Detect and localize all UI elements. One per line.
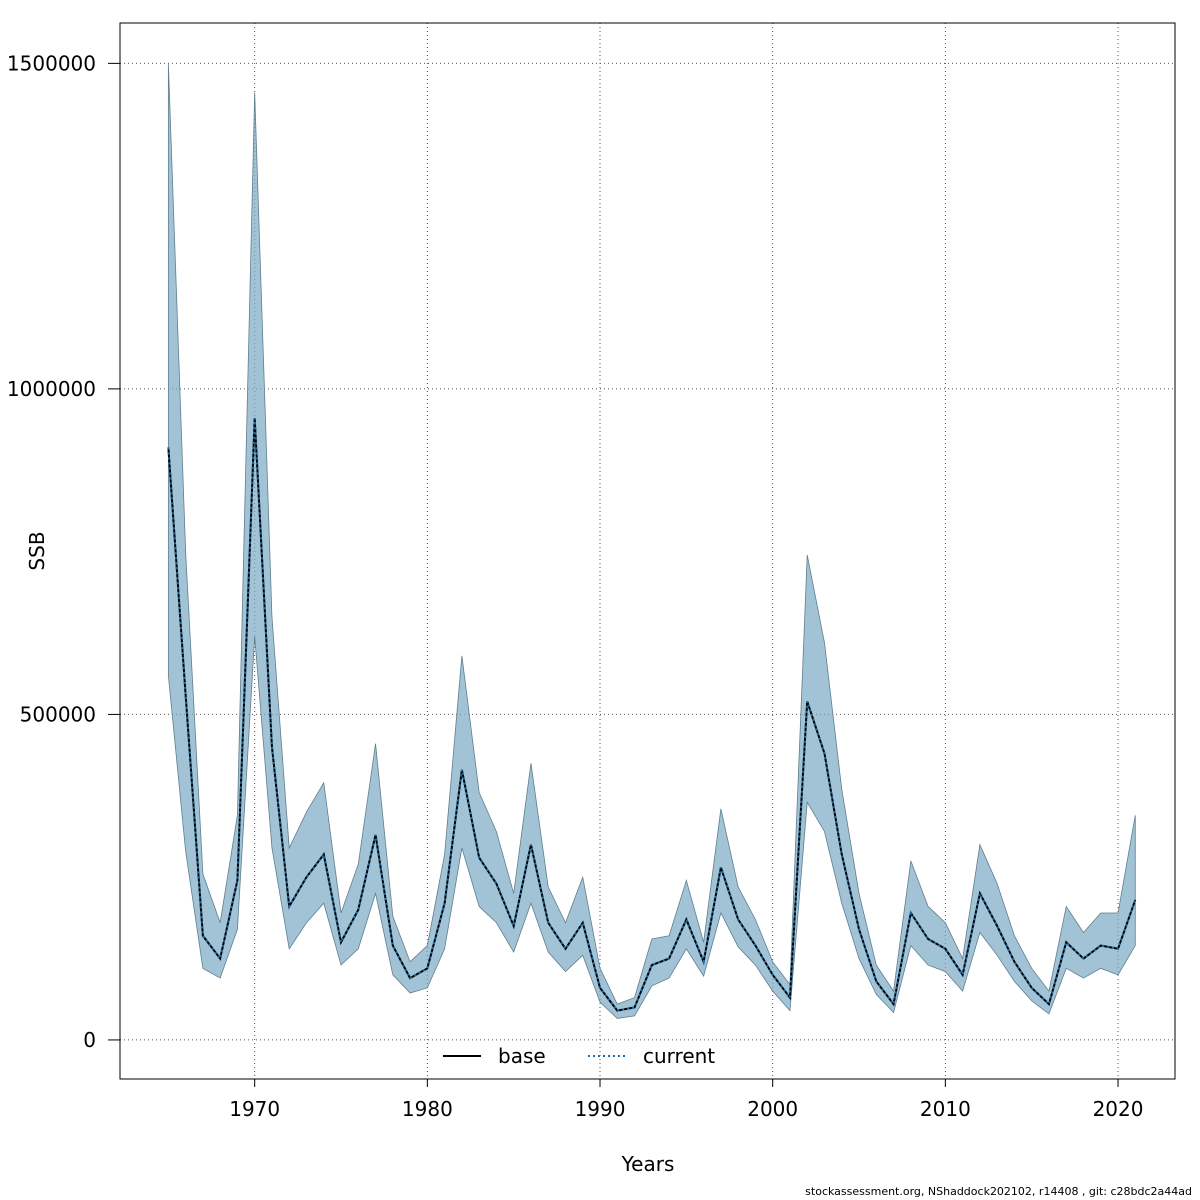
y-tick-label: 0 (83, 1028, 96, 1052)
confidence-band (167, 63, 1136, 1019)
confidence-band-area (167, 63, 1136, 1019)
y-axis-title: SSB (25, 531, 49, 570)
legend-label-base: base (498, 1044, 546, 1068)
y-axis: 0 500000 1000000 1500000 (7, 51, 120, 1052)
x-tick-label: 2000 (747, 1097, 798, 1121)
x-axis-title: Years (621, 1152, 675, 1176)
y-tick-label: 1000000 (7, 377, 96, 401)
series-line-base (167, 418, 1137, 1012)
series-lines (167, 418, 1137, 1012)
legend: base current (443, 1044, 715, 1068)
legend-label-current: current (643, 1044, 715, 1068)
x-tick-label: 2020 (1093, 1097, 1144, 1121)
x-tick-label: 2010 (920, 1097, 971, 1121)
x-tick-label: 1970 (229, 1097, 280, 1121)
x-axis: 1970 1980 1990 2000 2010 2020 (229, 1079, 1143, 1121)
x-tick-label: 1980 (402, 1097, 453, 1121)
plot-frame (119, 22, 1176, 1080)
footer-credit: stockassessment.org, NShaddock202102, r1… (805, 1185, 1192, 1198)
y-tick-label: 500000 (20, 702, 96, 726)
y-tick-label: 1500000 (7, 51, 96, 75)
x-tick-label: 1990 (575, 1097, 626, 1121)
